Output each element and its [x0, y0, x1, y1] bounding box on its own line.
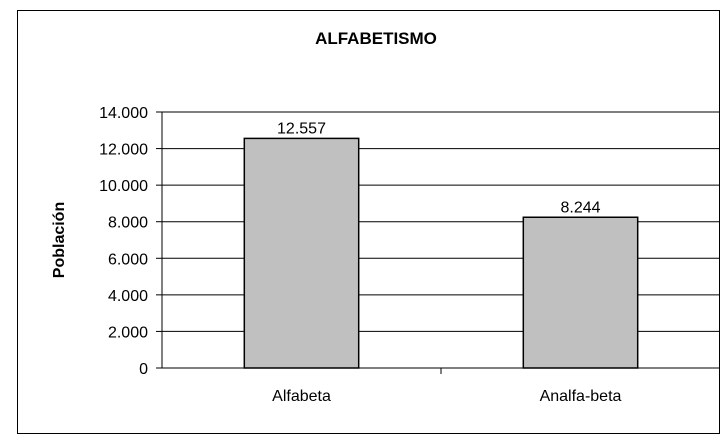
labels: 0 2.000 4.000 6.000 8.000 10.000 12.000 14.000 1… — [99, 105, 621, 405]
data-label: 12.557 — [277, 120, 326, 137]
y-tick-label: 0 — [139, 361, 148, 378]
data-label: 8.244 — [560, 199, 600, 216]
bar — [522, 216, 639, 369]
y-axis-label: Población — [51, 202, 68, 278]
chart-title: ALFABETISMO — [315, 29, 437, 48]
y-tick-label: 14.000 — [99, 105, 148, 122]
y-tick-label: 8.000 — [108, 215, 148, 232]
y-tick-label: 2.000 — [108, 324, 148, 341]
bars — [243, 137, 639, 369]
axes — [156, 111, 720, 374]
y-tick-label: 4.000 — [108, 288, 148, 305]
x-tick-label: Alfabeta — [272, 388, 331, 405]
y-tick-label: 10.000 — [99, 178, 148, 195]
x-tick-label: Analfa-beta — [540, 388, 622, 405]
y-tick-label: 12.000 — [99, 142, 148, 159]
y-tick-label: 6.000 — [108, 251, 148, 268]
bar — [243, 137, 360, 369]
